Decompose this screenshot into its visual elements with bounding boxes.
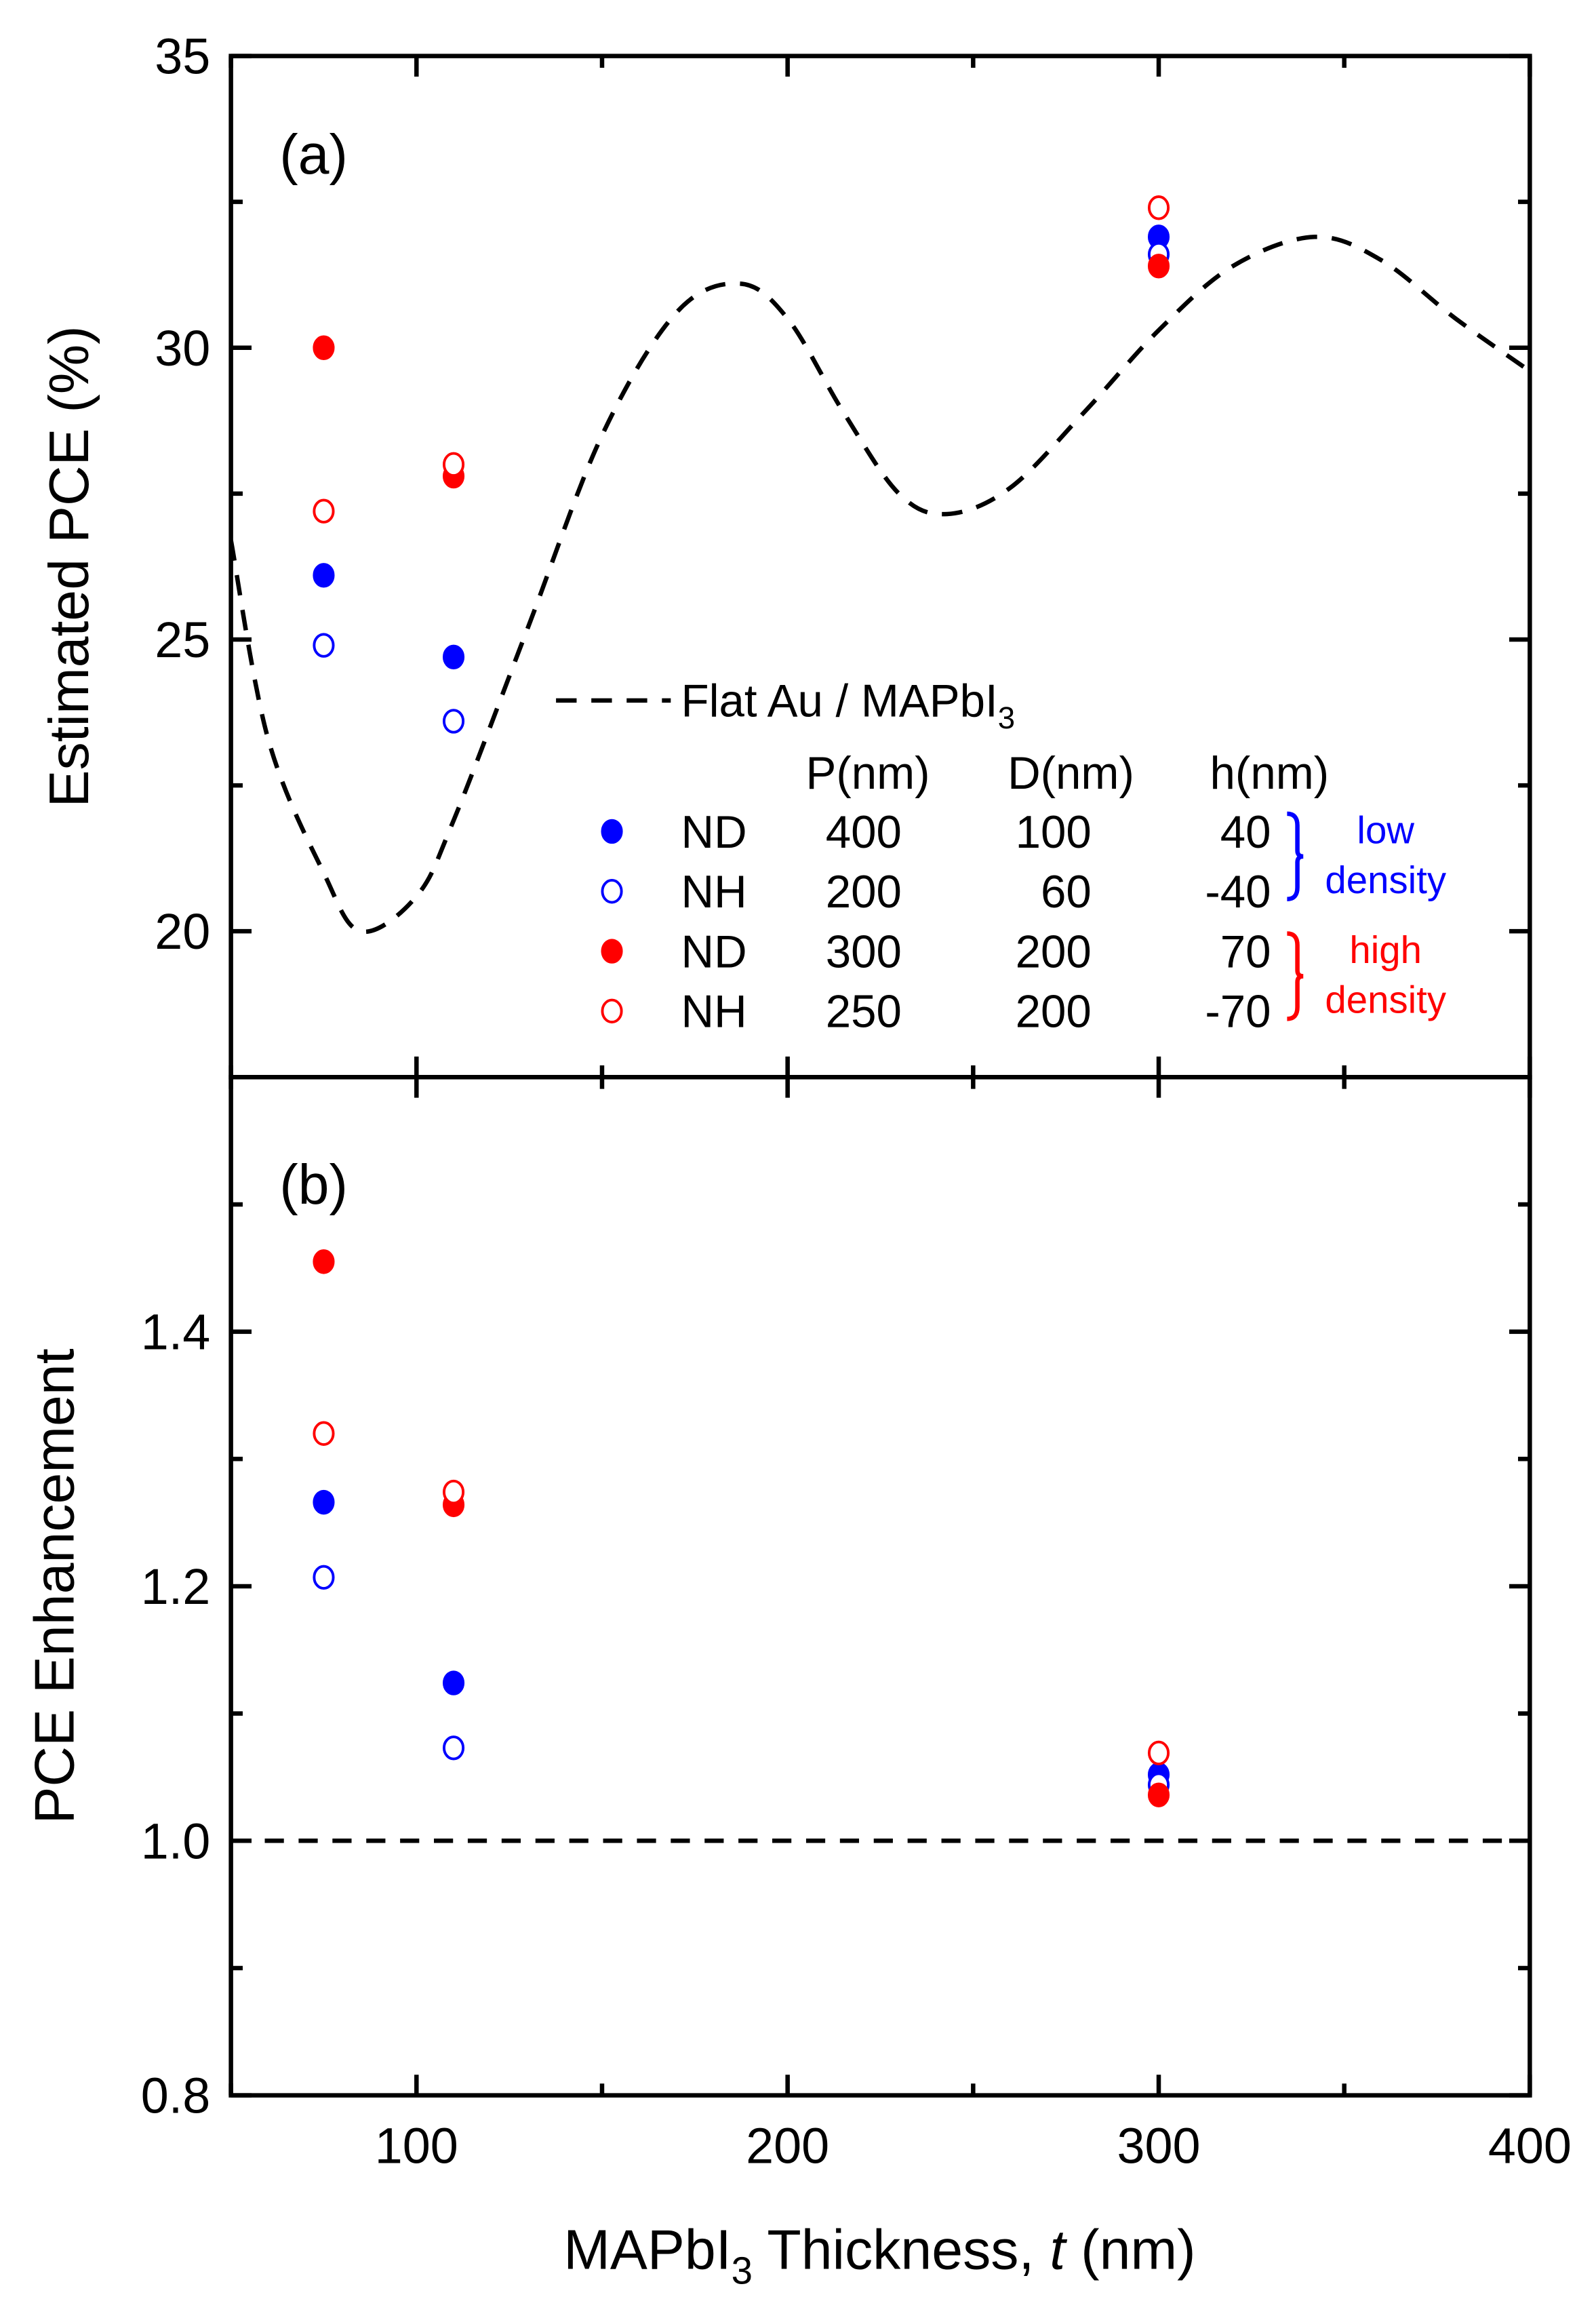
legend-h: 40 [1220, 807, 1271, 858]
data-point-nh-low [442, 1735, 465, 1761]
data-point-nh-high [313, 1421, 335, 1446]
legend-curve-label-main: Flat Au / MAPbI [681, 676, 998, 727]
data-point-nh-low [313, 1565, 335, 1590]
legend-group-label: density [1325, 979, 1446, 1021]
data-point-nh-high [442, 452, 465, 477]
legend-d: 200 [1016, 987, 1092, 1038]
panel-a: 20 25 30 35 Estimated PCE (%) (a) [38, 28, 1532, 1080]
data-point-nh-high [1147, 195, 1170, 220]
data-point-nd-high [313, 335, 335, 361]
data-point-nd-low [313, 563, 335, 588]
legend-group-label: low [1357, 808, 1414, 851]
legend-group-label: density [1325, 859, 1446, 901]
y-axis-title: PCE Enhancement [23, 1348, 85, 1824]
y-axis-title: Estimated PCE (%) [38, 326, 100, 807]
y-tick-label: 35 [155, 28, 210, 85]
legend-marker [601, 819, 623, 844]
legend-group-label: high [1349, 928, 1422, 971]
data-point-nd-low [442, 1670, 465, 1695]
legend-type: ND [681, 807, 747, 858]
legend-marker [601, 939, 623, 964]
legend-curve-label-sub: 3 [998, 701, 1015, 735]
legend-d: 200 [1016, 926, 1092, 977]
legend-header: h(nm) [1210, 748, 1330, 799]
y-tick-label: 25 [155, 612, 210, 668]
data-point-nh-high [313, 498, 335, 524]
data-point-nd-high [1147, 254, 1170, 279]
data-point-nh-high [442, 1479, 465, 1505]
legend-d: 60 [1041, 867, 1092, 918]
legend-p: 300 [826, 926, 902, 977]
legend-type: ND [681, 926, 747, 977]
panel-b: 100 200 300 400 0.8 1.0 1.2 1.4 PCE Enhancement (… [23, 1075, 1572, 2174]
data-point-nd-low [313, 1489, 335, 1515]
data-point-nd-high [313, 1249, 335, 1274]
legend-marker [601, 879, 623, 904]
panel-label: (a) [279, 123, 348, 186]
x-tick-label: 400 [1488, 2117, 1572, 2174]
x-tick-label: 100 [375, 2117, 458, 2174]
y-tick-label: 30 [155, 320, 210, 376]
data-point-nd-low [442, 644, 465, 670]
x-tick-label: 200 [746, 2117, 829, 2174]
legend-p: 250 [826, 987, 902, 1038]
legend-type: NH [681, 867, 747, 918]
data-point-nh-low [313, 633, 335, 658]
data-point-nh-high [1147, 1740, 1170, 1766]
axes-frame [228, 1075, 1532, 2098]
x-axis-title: MAPbI3 Thickness, t (nm) [563, 2219, 1195, 2292]
x-tick-label: 300 [1117, 2117, 1200, 2174]
legend-brace [1287, 811, 1304, 902]
data-point-nd-high [1147, 1782, 1170, 1807]
legend-curve-label: Flat Au / MAPbI3 [681, 676, 1016, 735]
legend-header: P(nm) [806, 748, 930, 799]
axes-frame [228, 54, 1532, 1080]
data-point-nh-low [442, 709, 465, 734]
legend-h: 70 [1220, 926, 1271, 977]
legend-h: -40 [1205, 867, 1271, 918]
y-tick-label: 1.2 [141, 1558, 211, 1615]
legend-p: 400 [826, 807, 902, 858]
legend-header: D(nm) [1008, 748, 1134, 799]
y-tick-label: 20 [155, 903, 210, 960]
legend-d: 100 [1016, 807, 1092, 858]
y-tick-label: 1.4 [141, 1304, 211, 1360]
legend-h: -70 [1205, 987, 1271, 1038]
legend-p: 200 [826, 867, 902, 918]
legend-brace [1287, 931, 1304, 1021]
panel-label: (b) [279, 1154, 348, 1216]
legend: Flat Au / MAPbI3 P(nm) D(nm) h(nm) ND 400 100 4… [556, 676, 1447, 1038]
flat-reference-curve [231, 235, 1530, 935]
legend-marker [601, 998, 623, 1024]
y-tick-label: 0.8 [141, 2068, 211, 2124]
legend-type: NH [681, 987, 747, 1038]
y-tick-label: 1.0 [141, 1813, 211, 1869]
